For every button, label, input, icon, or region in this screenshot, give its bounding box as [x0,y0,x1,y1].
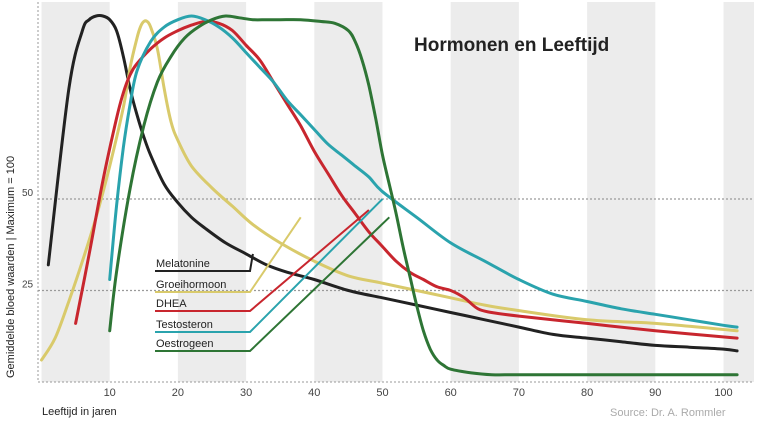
y-axis-label: Gemiddelde bloed waarden | Maximum = 100 [5,156,17,378]
x-tick-label: 10 [104,387,116,399]
legend-label-dhea: DHEA [156,298,187,310]
x-tick-labels: 10 20 30 40 50 60 70 80 90 100 [104,387,733,399]
background-band [723,2,754,382]
x-tick-label: 100 [714,387,732,399]
legend-leader-oestrogeen [155,216,390,352]
x-tick-label: 20 [172,387,184,399]
axes [37,2,754,383]
reference-lines [38,198,754,292]
x-tick-label: 90 [649,387,661,399]
x-tick-label: 70 [513,387,525,399]
legend-leader-dhea [155,209,370,312]
chart-title: Hormonen en Leeftijd [414,35,609,56]
legend-label-oestrogeen: Oestrogeen [156,338,213,350]
series-line-dhea [74,19,739,340]
legend-label-melatonine: Melatonine [156,258,210,270]
x-tick-label: 80 [581,387,593,399]
background-band [177,2,247,382]
y-tick-label: 25 [22,280,34,291]
x-tick-label: 30 [240,387,252,399]
y-tick-labels: 25 50 [22,188,34,291]
legend-label-testosteron: Testosteron [156,319,213,331]
series-lines [40,14,739,377]
x-tick-label: 50 [376,387,388,399]
y-tick-label: 50 [22,188,34,199]
background-band [587,2,656,382]
legend-label-groeihormoon: Groeihormoon [156,279,226,291]
background-band [314,2,383,382]
series-line-melatonine [46,14,739,353]
x-axis-label: Leeftijd in jaren [42,406,117,418]
x-tick-label: 40 [308,387,320,399]
alternating-background-bands [41,2,754,382]
legend-leader-groeihormoon [155,216,302,293]
legend-leader-testosteron [155,198,384,333]
series-line-oestrogeen [108,14,739,377]
series-line-groeihormoon [40,19,739,362]
legend: Melatonine Groeihormoon DHEA Testosteron Oes… [155,198,390,352]
legend-leader-melatonine [155,253,254,272]
series-line-testosteron [108,14,739,329]
source-credit: Source: Dr. A. Rommler [610,407,726,419]
x-tick-label: 60 [445,387,457,399]
